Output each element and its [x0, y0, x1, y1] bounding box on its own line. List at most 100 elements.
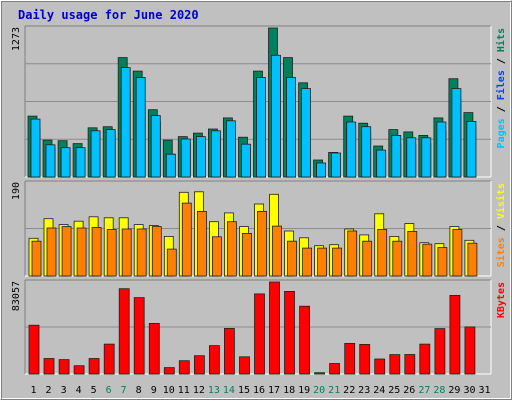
bar-kbytes-day-24 — [374, 358, 386, 375]
legend-separator: / — [496, 52, 507, 70]
bar-pages-day-26 — [406, 137, 417, 178]
bar-pages-day-27 — [421, 137, 432, 178]
bar-kbytes-day-3 — [58, 359, 70, 375]
bar-kbytes-day-21 — [329, 363, 341, 375]
bar-kbytes-day-2 — [43, 358, 55, 375]
bar-pages-day-9 — [150, 115, 161, 178]
bar-pages-day-11 — [180, 138, 191, 178]
bar-pages-day-13 — [210, 130, 221, 178]
x-tick-label: 20 — [313, 385, 325, 396]
bar-sites-day-19 — [302, 247, 313, 277]
bar-kbytes-day-17 — [269, 281, 280, 375]
bar-kbytes-day-27 — [419, 343, 431, 375]
bar-pages-day-3 — [60, 147, 71, 178]
x-tick-label: 29 — [448, 385, 460, 396]
panel-visits-sites: 190 Sites / Visits — [11, 180, 507, 277]
bar-kbytes-day-7 — [118, 288, 130, 375]
bar-pages-day-16 — [256, 77, 266, 178]
bar-sites-day-28 — [437, 247, 448, 277]
bar-pages-day-6 — [105, 129, 116, 178]
bar-pages-day-5 — [90, 130, 101, 178]
bar-kbytes-day-26 — [404, 354, 416, 375]
bar-sites-day-7 — [121, 228, 132, 277]
legend-visits-sites: Sites / Visits — [495, 183, 507, 267]
bar-sites-day-20 — [317, 247, 328, 277]
bar-sites-day-9 — [151, 226, 162, 277]
bar-sites-day-8 — [136, 228, 147, 277]
bar-pages-day-10 — [165, 153, 176, 178]
bar-sites-day-16 — [257, 210, 267, 277]
bar-sites-day-27 — [422, 243, 433, 277]
bar-kbytes-day-20 — [314, 372, 326, 375]
x-tick-label: 16 — [253, 385, 265, 396]
bar-pages-day-15 — [241, 143, 251, 178]
bar-pages-day-30 — [466, 121, 477, 178]
bar-sites-day-13 — [211, 236, 222, 277]
bar-kbytes-day-25 — [389, 354, 401, 375]
bar-sites-day-18 — [287, 240, 297, 277]
bar-pages-day-19 — [301, 88, 312, 178]
legend-entry: KBytes — [496, 282, 507, 318]
bar-kbytes-day-4 — [73, 365, 85, 375]
panel-hits-files-pages: 1273 Pages / Files / Hits — [11, 25, 507, 178]
bar-sites-day-2 — [46, 227, 57, 277]
x-tick-label: 10 — [163, 385, 175, 396]
bar-sites-day-17 — [272, 225, 282, 277]
x-tick-label: 11 — [178, 385, 190, 396]
x-tick-label: 23 — [358, 385, 370, 396]
bar-kbytes-day-5 — [88, 358, 100, 375]
x-tick-label: 4 — [76, 385, 82, 396]
x-tick-label: 28 — [433, 385, 445, 396]
bar-kbytes-day-16 — [254, 293, 265, 375]
x-tick-label: 14 — [223, 385, 235, 396]
legend-separator: / — [496, 100, 507, 118]
bar-pages-day-28 — [436, 121, 447, 178]
legend-entry: Hits — [495, 28, 507, 52]
bar-kbytes-day-30 — [464, 326, 476, 375]
bar-pages-day-20 — [316, 162, 327, 178]
bar-kbytes-day-8 — [133, 297, 145, 375]
bar-kbytes-day-1 — [28, 324, 40, 375]
x-tick-label: 7 — [121, 385, 127, 396]
x-tick-label: 17 — [268, 385, 280, 396]
x-tick-label: 1 — [30, 385, 36, 396]
x-tick-label: 15 — [238, 385, 250, 396]
y-axis-max-label: 83057 — [11, 281, 22, 311]
legend-entry: Pages — [496, 118, 507, 148]
x-tick-label: 26 — [403, 385, 415, 396]
bar-pages-day-8 — [135, 77, 146, 178]
x-tick-label: 12 — [193, 385, 205, 396]
bar-kbytes-day-22 — [344, 342, 356, 375]
bar-pages-day-14 — [225, 120, 236, 178]
bar-pages-day-18 — [286, 77, 296, 178]
bar-sites-day-30 — [467, 242, 478, 277]
x-tick-label: 31 — [478, 385, 490, 396]
x-tick-label: 5 — [91, 385, 97, 396]
bar-pages-day-17 — [271, 54, 281, 178]
bar-pages-day-21 — [331, 152, 342, 178]
bar-sites-day-22 — [347, 230, 358, 277]
panel-kbytes: 83057 KBytes — [11, 279, 507, 375]
chart-title: Daily usage for June 2020 — [18, 8, 199, 22]
bar-kbytes-day-23 — [359, 343, 371, 375]
bar-sites-day-26 — [407, 231, 418, 277]
x-tick-label: 25 — [388, 385, 400, 396]
bar-kbytes-day-19 — [299, 305, 311, 375]
bar-kbytes-day-29 — [449, 294, 461, 375]
bar-kbytes-day-28 — [434, 328, 446, 375]
bar-sites-day-11 — [181, 202, 192, 277]
bar-kbytes-day-13 — [208, 345, 220, 375]
legend-kbytes: KBytes — [496, 282, 507, 318]
bar-pages-day-12 — [195, 136, 206, 178]
x-tick-label: 9 — [151, 385, 157, 396]
bar-pages-day-7 — [120, 67, 131, 178]
bar-sites-day-1 — [31, 240, 42, 277]
x-tick-label: 24 — [373, 385, 385, 396]
legend-entry: Sites — [495, 237, 507, 267]
bar-sites-day-12 — [196, 210, 207, 277]
bar-pages-day-24 — [376, 149, 387, 178]
bar-sites-day-6 — [106, 229, 117, 277]
bar-pages-day-2 — [45, 144, 56, 178]
